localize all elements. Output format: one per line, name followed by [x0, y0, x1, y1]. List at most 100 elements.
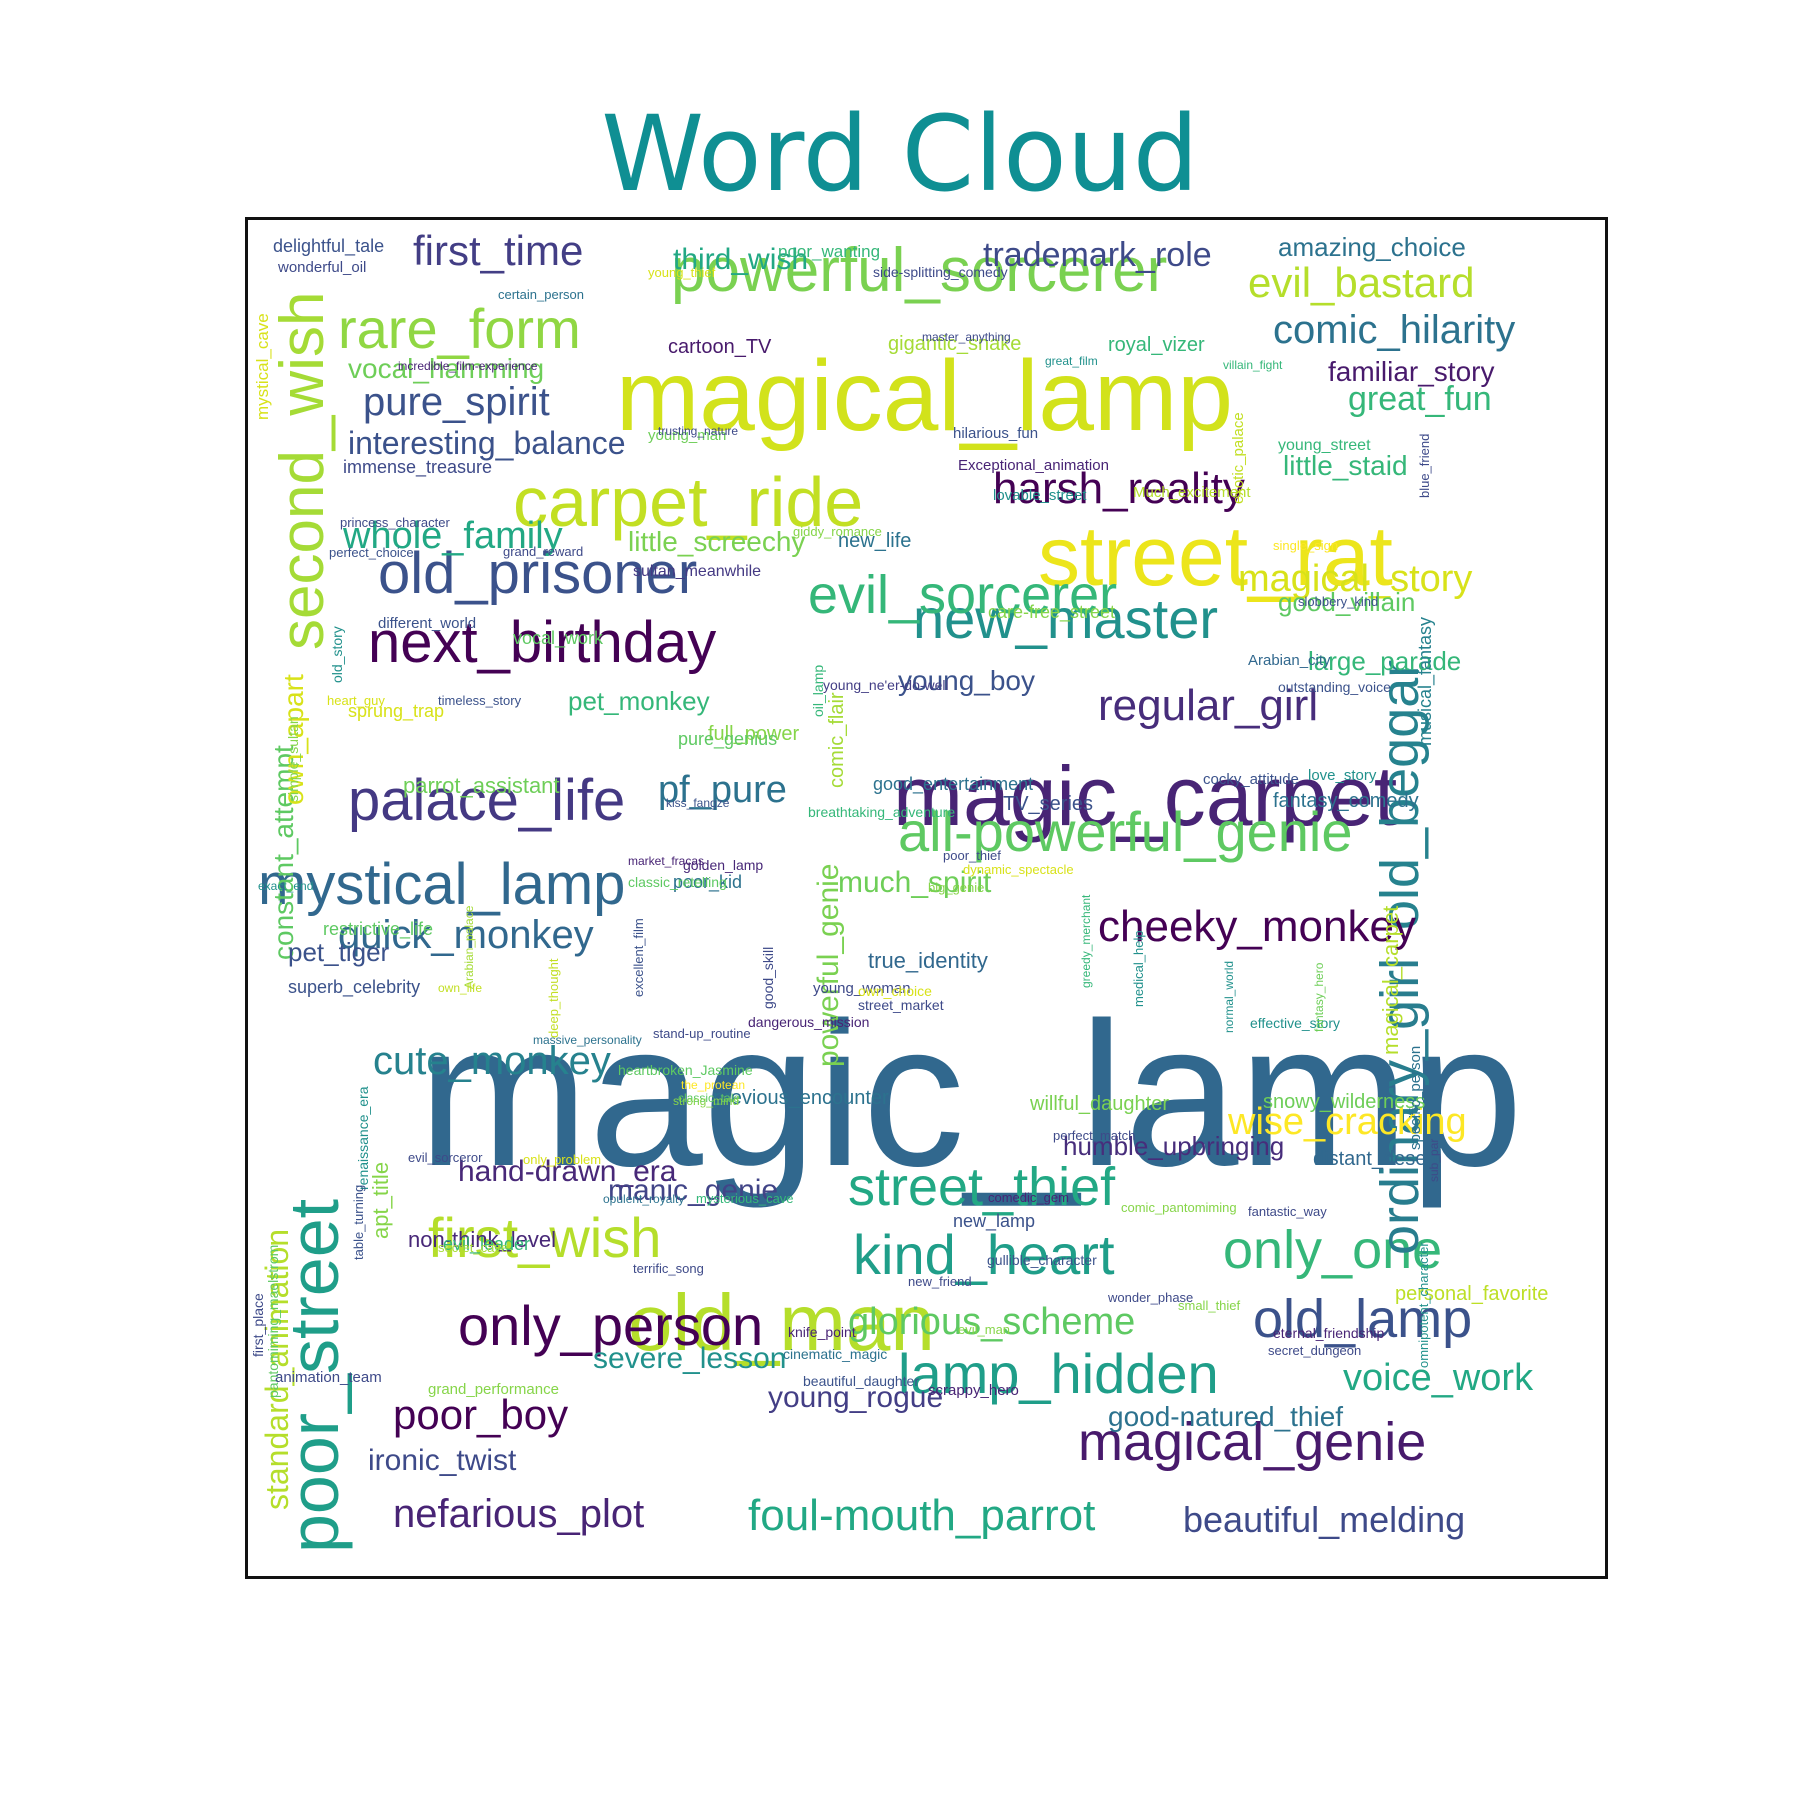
word-effective-story: effective_story — [1250, 1015, 1340, 1031]
word-opulent-royalty: opulent_royalty — [603, 1192, 684, 1206]
word-greedy-merchant: greedy_merchant — [1079, 894, 1093, 988]
word-comic-hilarity: comic_hilarity — [1273, 308, 1515, 352]
word-breathtaking-adventure: breathtaking_adventure — [808, 804, 955, 820]
word-poor-kid: poor_kid — [673, 872, 742, 893]
word-side-splitting-comedy: side-splitting_comedy — [873, 264, 1008, 280]
word-musical-fantasy: musical_fantasy — [1415, 617, 1436, 746]
word-evil-sorcerer: evil_sorcerer — [808, 565, 1117, 625]
word-exceptional-animation: Exceptional_animation — [958, 457, 1109, 474]
word-cloud-canvas: magic_lampmagical_lampmagic_carpetstreet… — [250, 227, 1548, 1553]
word-different-world: different_world — [378, 615, 476, 632]
word-strong-mind: strong_mind — [673, 1094, 739, 1108]
word-palace-life: palace_life — [348, 768, 625, 833]
word-street-market: street_market — [858, 997, 944, 1013]
word-the-protean: the_protean — [681, 1078, 745, 1092]
word-cocky-attitude: cocky_attitude — [1203, 771, 1299, 788]
word-old-prisoner: old_prisoner — [378, 541, 697, 606]
word-magical-lamp: magical_lamp — [616, 340, 1233, 452]
word-good-natured-thief: good-natured_thief — [1108, 1401, 1343, 1432]
word-voice-work: voice_work — [1343, 1357, 1534, 1399]
word-secret-dungeon: secret_dungeon — [1268, 1343, 1361, 1358]
word-sub-par: sub_par — [1427, 1139, 1441, 1182]
word-apt-title: apt_title — [368, 1162, 393, 1239]
word-first-time: first_time — [413, 227, 583, 274]
word-magical-genie: magical_genie — [1078, 1412, 1426, 1472]
word-stand-up-routine: stand-up_routine — [653, 1026, 751, 1041]
word-heartbroken-jasmine: heartbroken_Jasmine — [618, 1062, 753, 1078]
word-young-rogue: young_rogue — [768, 1381, 943, 1414]
word-magical-story: magical_story — [1238, 558, 1472, 600]
word-wonderful-oil: wonderful_oil — [277, 259, 366, 276]
word-old-story: old_story — [329, 626, 345, 683]
word-great-fun: great_fun — [1348, 380, 1492, 418]
word-exact-end: exact_end — [258, 879, 313, 893]
word-new-life: new_life — [838, 530, 911, 552]
word-classic-tale: classic_tale — [678, 1091, 740, 1105]
word-much-spirit: much_spirit — [838, 866, 992, 899]
word-rare-form: rare_form — [338, 297, 581, 360]
word-comic-flair: comic_flair — [826, 692, 848, 788]
word-wonder-phase: wonder_phase — [1107, 1290, 1193, 1305]
word-arabian-palace: Arabian_palace — [462, 905, 476, 989]
word-mysterious-cave: mysterious_cave — [696, 1191, 794, 1206]
word-perfect-match: perfect_match — [1053, 1128, 1135, 1143]
word-comic-pantomiming: comic_pantomiming — [1121, 1200, 1237, 1215]
word-old-lamp: old_lamp — [1253, 1289, 1472, 1349]
word-mystical-lamp: mystical_lamp — [258, 852, 625, 917]
word-regular-girl: regular_girl — [1098, 681, 1318, 730]
word-big-genie: big_genie — [928, 880, 984, 895]
word-royal-vizer: royal_vizer — [1108, 334, 1205, 356]
word-interesting-balance: interesting_balance — [348, 425, 626, 461]
word-superb-celebrity: superb_celebrity — [288, 977, 420, 998]
word-cute-monkey: cute_monkey — [373, 1039, 611, 1083]
word-perfect-choice: perfect_choice — [329, 545, 414, 560]
word-all-powerful-genie: all-powerful_genie — [898, 800, 1353, 863]
word-good-villain: good_villain — [1278, 587, 1415, 617]
word-own-choice: own_choice — [858, 983, 932, 999]
word-master-anything: master_anything — [922, 330, 1011, 344]
word-massive-personality: massive_personality — [533, 1033, 642, 1047]
word-sultan-meanwhile: sultan_meanwhile — [633, 563, 761, 580]
word-new-friend: new_friend — [908, 1274, 972, 1289]
word-gullible-character: gullible_character — [987, 1252, 1097, 1268]
word-own-life: own_life — [438, 981, 482, 995]
word-nefarious-plot: nefarious_plot — [393, 1492, 644, 1536]
word-whole-family: whole_family — [342, 515, 563, 557]
word-full-power: full_power — [708, 723, 800, 745]
word-dynamic-spectacle: dynamic_spectacle — [963, 862, 1074, 877]
word-secret-cave: secret_cave — [438, 1240, 508, 1255]
word-manic-genie: manic_genie — [608, 1174, 778, 1207]
word-omnipotent-character: omnipotent_character — [1416, 1242, 1431, 1368]
word-pet-monkey: pet_monkey — [568, 686, 710, 716]
word-fantastic-way: fantastic_way — [1248, 1204, 1327, 1219]
word-second-wish: second_wish — [268, 292, 337, 650]
word-poor-thief: poor_thief — [943, 848, 1001, 863]
word-specific-person: specific_person — [1407, 1046, 1424, 1150]
word-market-fracas: market_fracas — [628, 854, 704, 868]
word-magical-carpet: magical_carpet — [1378, 906, 1403, 1055]
word-young-boy: young_boy — [898, 665, 1035, 696]
word-much-excitement: Much_excitement — [1133, 484, 1251, 501]
word-restrictive-life: restrictive_life — [323, 919, 433, 940]
word-cartoon-tv: cartoon_TV — [668, 336, 772, 358]
word-only-person: only_person — [458, 1294, 763, 1357]
word-true-identity: true_identity — [868, 948, 988, 973]
word-poor-wanting: poor_wanting — [778, 242, 880, 261]
word-great-film: great_film — [1045, 354, 1098, 368]
word-little-screechy: little_screechy — [628, 526, 805, 557]
word-trusting-nature: trusting_nature — [658, 424, 738, 438]
word-young-woman: young_woman — [813, 980, 911, 997]
word-medical-help: medical_help — [1131, 930, 1146, 1007]
word-only-one: only_one — [1223, 1220, 1442, 1280]
word-first-place: first_place — [250, 1293, 266, 1357]
word-fantasy-comedy: fantasy_comedy — [1273, 790, 1419, 812]
word-street-thief: street_thief — [848, 1157, 1116, 1217]
word-good-entertainment: good_entertainment — [873, 774, 1033, 795]
word-pet-tiger: pet_tiger — [288, 937, 390, 967]
word-poor-street: poor_street — [275, 1199, 353, 1553]
word-previous-encounter: previous_encounter — [713, 1087, 889, 1109]
word-large-parade: large_parade — [1308, 646, 1461, 676]
word-willful-daughter: willful_daughter — [1029, 1093, 1169, 1115]
word-scrappy-hero: scrappy_hero — [928, 1382, 1019, 1399]
word-fantasy-hero: fantasy_hero — [1312, 962, 1326, 1032]
